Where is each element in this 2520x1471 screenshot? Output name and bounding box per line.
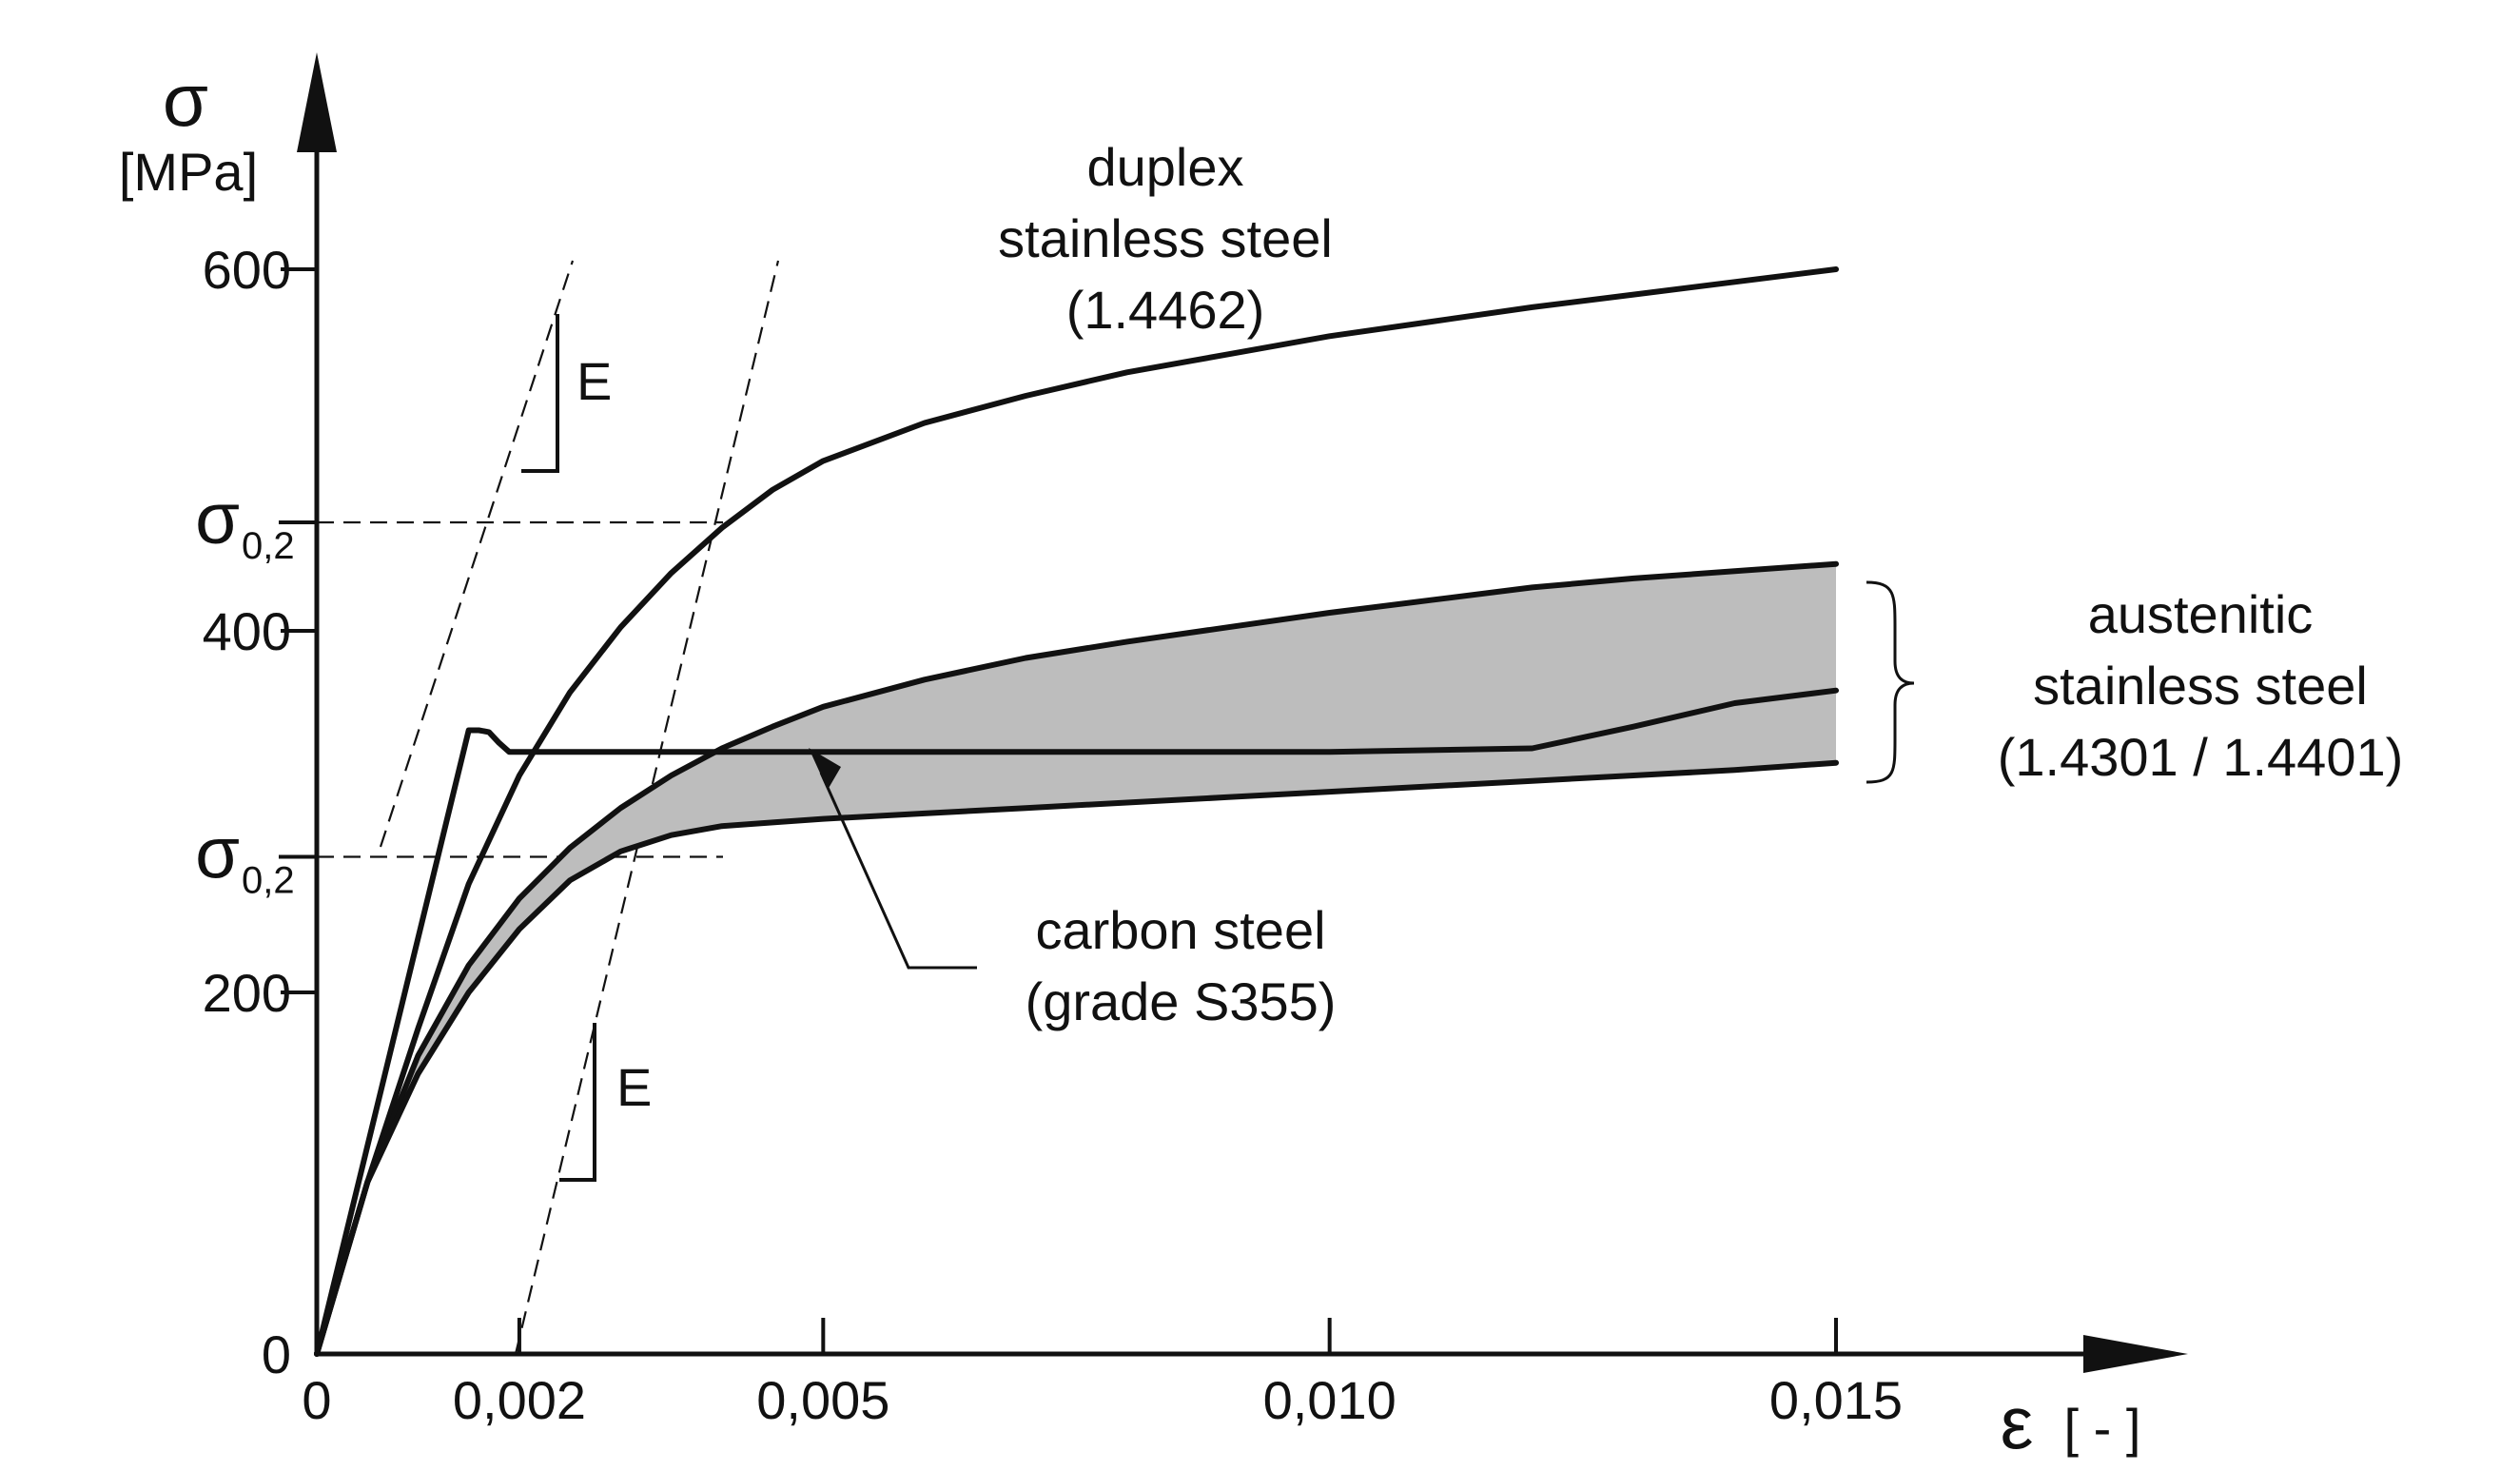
y-tick-label: 200 xyxy=(203,963,291,1023)
y-tick-label: 600 xyxy=(203,240,291,300)
x-axis-arrow xyxy=(2083,1335,2188,1373)
austenitic-lower-curve xyxy=(314,759,1839,1357)
austenitic-label-line-2: stainless steel xyxy=(2033,656,2368,716)
austenitic-label-line-1: austenitic xyxy=(2088,584,2314,644)
x-axis-unit: [ - ] xyxy=(2064,1398,2141,1458)
x-axis-symbol: ε xyxy=(2001,1381,2034,1464)
x-tick-label: 0,015 xyxy=(1769,1370,1903,1430)
proof-stress-subscript: 0,2 xyxy=(242,860,295,902)
reference-lines: σ 0,2σ 0,2 xyxy=(195,260,780,1355)
modulus-reference-line xyxy=(379,260,575,848)
y-tick-label: 0 xyxy=(262,1324,291,1384)
x-tick-label: 0,010 xyxy=(1263,1370,1397,1430)
x-tick-label: 0 xyxy=(302,1370,331,1430)
carbon-steel-curve xyxy=(314,687,1839,1357)
modulus-label-upper: E xyxy=(576,351,612,411)
y-axis-arrow xyxy=(297,52,337,152)
x-tick-label: 0,005 xyxy=(756,1370,889,1430)
x-tick-label: 0,002 xyxy=(453,1370,586,1430)
austenitic-label-line-3: (1.4301 / 1.4401) xyxy=(1998,727,2404,787)
modulus-triangle-upper: E xyxy=(521,314,612,473)
series-lines xyxy=(314,266,1839,1357)
carbon-steel-leader xyxy=(819,772,977,970)
duplex-label-line-1: duplex xyxy=(1086,137,1243,197)
austenitic-band xyxy=(317,563,1836,1354)
austenitic-upper-curve xyxy=(314,560,1839,1357)
austenitic-brace xyxy=(1866,580,1915,784)
modulus-triangle-lower: E xyxy=(559,1023,652,1182)
axis-ticks: 0 0,002 0,005 0,010 0,015 0 200 400 600 xyxy=(203,240,1904,1430)
duplex-curve xyxy=(314,266,1839,1357)
series-labels: duplex stainless steel (1.4462) austenit… xyxy=(998,137,2403,1031)
y-axis-symbol: σ xyxy=(163,58,208,142)
duplex-label-line-3: (1.4462) xyxy=(1066,280,1265,340)
carbon-label-line-1: carbon steel xyxy=(1035,900,1325,960)
carbon-label-line-2: (grade S355) xyxy=(1026,971,1337,1031)
proof-stress-subscript: 0,2 xyxy=(242,525,295,567)
proof-stress-label: σ xyxy=(195,814,240,894)
proof-stress-label: σ xyxy=(195,479,240,559)
austenitic-band-fill xyxy=(317,563,1836,1354)
y-tick-label: 400 xyxy=(203,601,291,661)
y-axis-unit: [MPa] xyxy=(119,142,258,202)
carbon-steel-arrowhead xyxy=(809,748,841,790)
modulus-label-lower: E xyxy=(616,1057,652,1117)
duplex-label-line-2: stainless steel xyxy=(998,208,1333,268)
